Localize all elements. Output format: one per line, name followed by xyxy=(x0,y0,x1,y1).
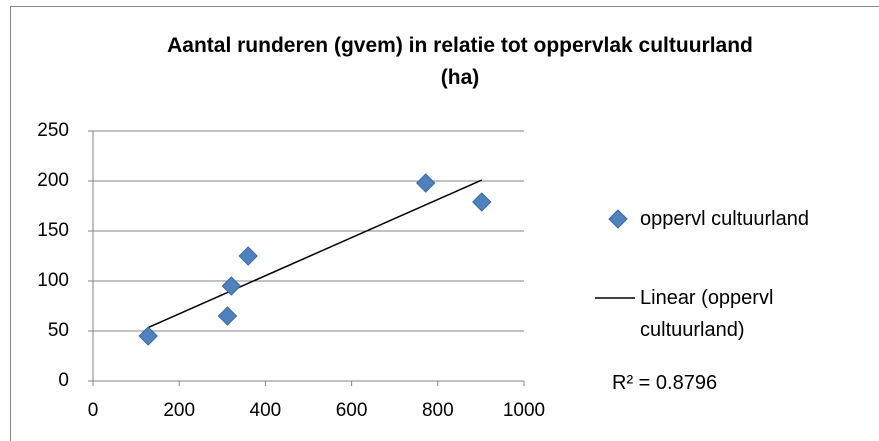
point xyxy=(221,276,242,296)
x-tick-label: 200 xyxy=(163,400,195,421)
x-tick-label: 0 xyxy=(88,400,99,421)
r-squared: R² = 0.8796 xyxy=(612,372,718,394)
y-tick-label: 250 xyxy=(37,120,69,141)
point xyxy=(472,192,492,212)
point xyxy=(217,306,238,326)
point xyxy=(238,246,258,266)
chart-border xyxy=(10,6,879,441)
x-tick-label: 800 xyxy=(422,400,454,421)
y-tick-label: 200 xyxy=(37,170,69,191)
y-tick-label: 0 xyxy=(58,370,69,391)
y-tick-label: 50 xyxy=(48,320,69,341)
chart-title: Aantal runderen (gvem) in relatie tot op… xyxy=(167,34,753,89)
y-tick-label: 100 xyxy=(37,270,69,291)
x-tick-label: 1000 xyxy=(503,400,545,421)
legend-trend-label: Linear (oppervl cultuurland) xyxy=(640,287,774,341)
point xyxy=(416,173,436,193)
legend-marker xyxy=(608,209,628,229)
point xyxy=(138,326,158,346)
x-tick-label: 600 xyxy=(336,400,368,421)
legend-label: oppervl cultuurland xyxy=(640,208,809,230)
x-tick-label: 400 xyxy=(250,400,282,421)
trend-line xyxy=(147,179,483,329)
y-tick-label: 150 xyxy=(37,220,69,241)
